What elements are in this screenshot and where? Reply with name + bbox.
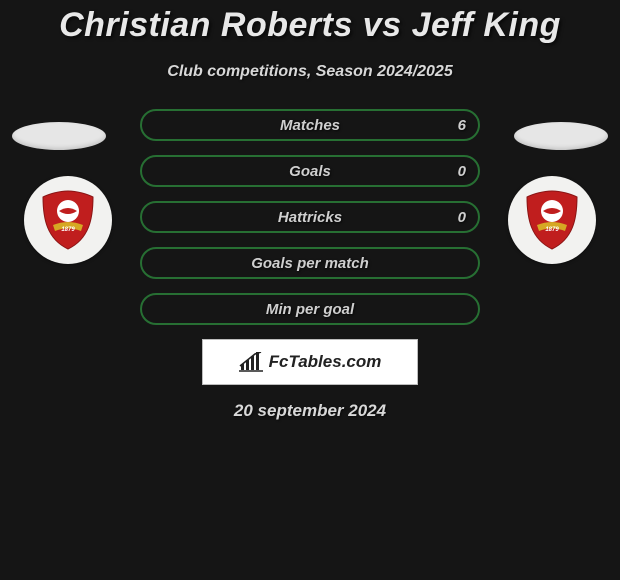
source-logo[interactable]: FcTables.com <box>202 339 418 385</box>
stat-label: Min per goal <box>266 301 354 318</box>
bar-chart-icon <box>239 352 263 372</box>
shield-icon: 1879 <box>39 189 97 251</box>
stat-label: Goals per match <box>251 255 369 272</box>
stat-value-right: 6 <box>458 117 466 134</box>
club-badge-left: 1879 <box>24 176 112 264</box>
subtitle-text: Club competitions, Season 2024/2025 <box>0 63 620 81</box>
date-text: 20 september 2024 <box>0 401 620 421</box>
shield-icon: 1879 <box>523 189 581 251</box>
stat-value-right: 0 <box>458 209 466 226</box>
source-logo-text: FcTables.com <box>269 352 382 372</box>
stat-row: Goals 0 <box>140 155 480 187</box>
stat-row: Matches 6 <box>140 109 480 141</box>
club-badge-right: 1879 <box>508 176 596 264</box>
stat-row: Min per goal <box>140 293 480 325</box>
page-title: Christian Roberts vs Jeff King <box>0 0 620 45</box>
player-avatar-right <box>514 122 608 150</box>
stat-label: Hattricks <box>278 209 342 226</box>
stat-row: Goals per match <box>140 247 480 279</box>
player-avatar-left <box>12 122 106 150</box>
stat-label: Matches <box>280 117 340 134</box>
stat-value-right: 0 <box>458 163 466 180</box>
svg-text:1879: 1879 <box>61 227 75 233</box>
stat-label: Goals <box>289 163 331 180</box>
stat-row: Hattricks 0 <box>140 201 480 233</box>
svg-text:1879: 1879 <box>545 227 559 233</box>
